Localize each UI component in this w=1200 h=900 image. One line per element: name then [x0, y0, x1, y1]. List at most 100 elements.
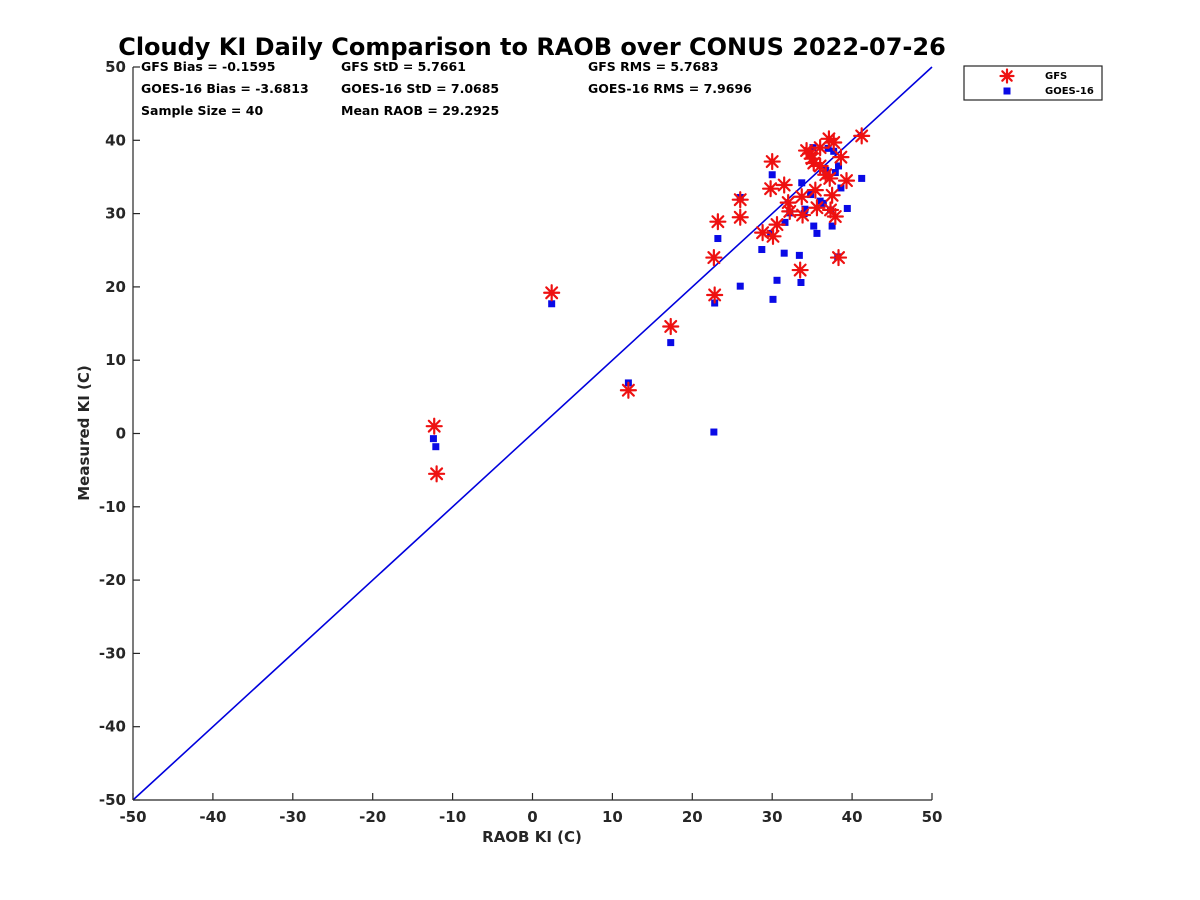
legend-goes16-square-icon — [1003, 87, 1011, 95]
goes16-data-point — [548, 300, 556, 308]
y-axis-ticks: 50 40 30 20 10 0 -10 -20 -30 -40 -50 — [99, 58, 140, 809]
x-tick-label: 40 — [842, 808, 863, 826]
goes16-data-point — [429, 435, 437, 443]
statistics-annotations: GFS Bias = -0.1595 GFS StD = 5.7661 GFS … — [141, 59, 752, 118]
gfs-data-point — [808, 199, 826, 217]
goes16-data-point — [768, 171, 776, 179]
goes16-data-point — [432, 443, 440, 451]
y-axis-label: Measured KI (C) — [75, 365, 93, 501]
legend-box — [963, 65, 1103, 101]
gfs-data-point — [803, 150, 821, 168]
x-tick-label: -20 — [359, 808, 386, 826]
gfs-data-point — [811, 139, 829, 157]
stat-goes16-std: GOES-16 StD = 7.0685 — [341, 81, 499, 96]
goes16-data-point — [835, 162, 843, 170]
data-points — [425, 127, 871, 483]
goes16-data-point — [858, 174, 866, 182]
gfs-data-point — [731, 208, 749, 226]
goes16-data-point — [798, 179, 806, 187]
one-to-one-reference-line — [132, 66, 933, 801]
goes16-data-point — [736, 282, 744, 290]
x-axis-label: RAOB KI (C) — [482, 828, 582, 846]
gfs-data-point — [764, 227, 782, 245]
x-tick-label: 20 — [682, 808, 703, 826]
gfs-data-point — [428, 465, 446, 483]
gfs-data-point — [662, 317, 680, 336]
y-tick-label: 50 — [105, 58, 126, 76]
stat-gfs-rms: GFS RMS = 5.7683 — [588, 59, 719, 74]
gfs-data-point — [811, 157, 829, 175]
gfs-data-point — [821, 201, 840, 219]
x-tick-label: -30 — [279, 808, 306, 826]
x-tick-label: 50 — [922, 808, 943, 826]
goes16-data-point — [843, 204, 851, 212]
x-tick-label: -40 — [199, 808, 226, 826]
gfs-data-point — [793, 188, 811, 206]
goes16-data-point — [801, 205, 809, 213]
plot-area: -50 -40 -30 -20 -10 0 10 20 30 40 50 50 40 30 20 10 0 -1… — [99, 58, 943, 826]
x-tick-label: -50 — [119, 808, 146, 826]
gfs-data-point — [763, 152, 781, 171]
gfs-data-point — [543, 284, 561, 302]
gfs-data-point — [837, 172, 856, 190]
gfs-data-point — [762, 180, 780, 198]
gfs-data-point — [832, 148, 850, 166]
gfs-data-point — [805, 154, 823, 172]
stat-gfs-bias: GFS Bias = -0.1595 — [141, 59, 275, 74]
goes16-square-icon — [1003, 87, 1011, 95]
x-tick-label: 0 — [527, 808, 537, 826]
y-tick-label: 30 — [105, 205, 126, 223]
gfs-data-point — [825, 133, 843, 152]
gfs-data-point — [709, 213, 727, 231]
gfs-data-point — [823, 186, 841, 204]
gfs-data-point — [775, 176, 793, 194]
stat-goes16-rms: GOES-16 RMS = 7.9696 — [588, 81, 752, 96]
goes16-data-point — [773, 276, 781, 284]
goes16-data-point — [780, 249, 788, 257]
goes16-data-point — [795, 251, 803, 259]
goes16-data-point — [714, 235, 722, 243]
stat-goes16-bias: GOES-16 Bias = -3.6813 — [141, 81, 309, 96]
goes16-data-point — [837, 184, 845, 192]
gfs-data-point — [829, 248, 848, 267]
chart-title: Cloudy KI Daily Comparison to RAOB over … — [118, 33, 946, 61]
goes16-data-point — [830, 147, 838, 155]
x-tick-label: -10 — [439, 808, 466, 826]
gfs-data-point — [821, 169, 839, 188]
gfs-data-point — [793, 206, 812, 224]
x-tick-label: 30 — [762, 808, 783, 826]
gfs-data-point — [731, 191, 749, 209]
goes16-data-point — [710, 428, 718, 436]
gfs-data-point — [801, 144, 820, 163]
stat-mean-raob: Mean RAOB = 29.2925 — [341, 103, 499, 118]
gfs-data-point — [705, 248, 723, 267]
y-tick-label: 0 — [116, 425, 126, 443]
y-tick-label: -10 — [99, 498, 126, 516]
stat-sample-size: Sample Size = 40 — [141, 103, 263, 118]
y-tick-label: 40 — [105, 131, 126, 149]
gfs-data-point — [791, 261, 809, 279]
goes16-data-point — [769, 295, 777, 303]
goes16-data-point — [810, 222, 818, 230]
gfs-data-point — [619, 381, 637, 399]
goes16-data-point — [819, 199, 827, 207]
y-tick-label: -40 — [99, 718, 126, 736]
gfs-data-point — [853, 127, 871, 145]
y-tick-label: -50 — [99, 791, 126, 809]
gfs-data-point — [781, 202, 799, 221]
gfs-data-point — [706, 286, 724, 304]
gfs-data-point — [425, 417, 443, 435]
y-tick-label: 20 — [105, 278, 126, 296]
y-tick-label: 10 — [105, 351, 126, 369]
gfs-data-point — [826, 207, 844, 226]
x-axis-ticks: -50 -40 -30 -20 -10 0 10 20 30 40 50 — [119, 793, 942, 826]
goes16-data-point — [781, 218, 789, 226]
goes16-data-point — [828, 222, 836, 230]
gfs-asterisk-icon — [999, 68, 1015, 84]
x-tick-label: 10 — [602, 808, 623, 826]
y-tick-label: -30 — [99, 644, 126, 662]
goes16-data-point — [813, 229, 821, 237]
legend: GFS GOES-16 — [963, 65, 1103, 101]
gfs-data-point — [806, 181, 824, 199]
